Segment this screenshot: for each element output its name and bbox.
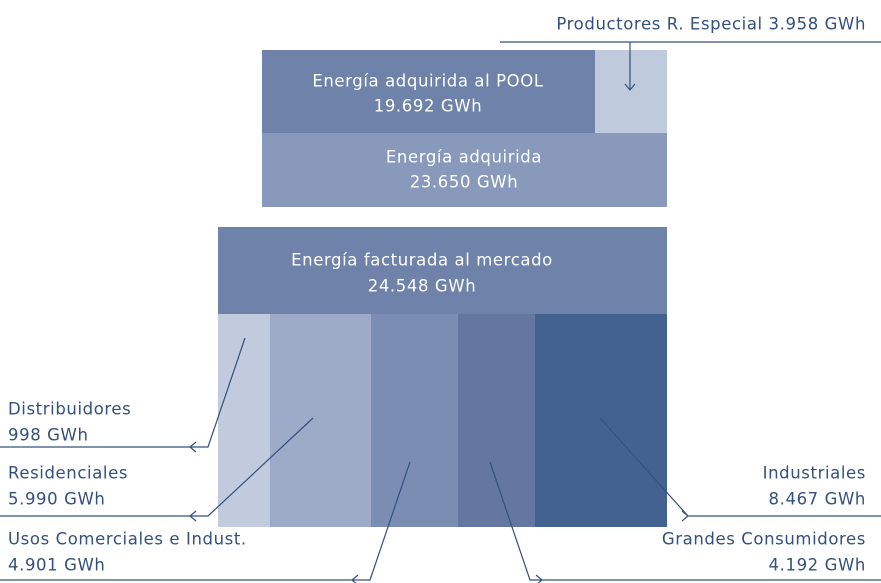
segment-value: 4.192 GWh xyxy=(769,556,866,575)
segment-value: 5.990 GWh xyxy=(8,490,105,509)
special-box xyxy=(595,50,667,133)
callout-line xyxy=(500,41,881,91)
segment-value: 4.901 GWh xyxy=(8,556,105,575)
segment-name: Usos Comerciales e Indust. xyxy=(8,530,247,549)
segment-name: Residenciales xyxy=(8,464,128,483)
header-value: 24.548 GWh xyxy=(368,277,477,296)
header-box xyxy=(218,227,667,314)
acquired-title: Energía adquirida xyxy=(386,148,542,167)
segment-value: 8.467 GWh xyxy=(769,490,866,509)
segment-name: Grandes Consumidores xyxy=(662,530,866,549)
header-title: Energía facturada al mercado xyxy=(291,251,553,270)
segment xyxy=(458,314,535,527)
leader xyxy=(489,461,881,583)
pool-value: 19.692 GWh xyxy=(374,97,483,116)
pool-title: Energía adquirida al POOL xyxy=(312,72,544,91)
segment xyxy=(371,314,458,527)
segment xyxy=(535,314,667,527)
segment-name: Industriales xyxy=(763,464,866,483)
acquired-box xyxy=(262,133,667,207)
callout: Productores R. Especial 3.958 GWh xyxy=(556,15,866,34)
segment xyxy=(270,314,371,527)
leader xyxy=(0,417,314,522)
leader xyxy=(0,461,411,583)
leader xyxy=(0,337,246,453)
segment xyxy=(218,314,270,527)
acquired-value: 23.650 GWh xyxy=(410,173,519,192)
pool-box xyxy=(262,50,595,133)
segment-value: 998 GWh xyxy=(8,426,89,445)
segment-name: Distribuidores xyxy=(8,400,131,419)
leader xyxy=(599,417,881,522)
